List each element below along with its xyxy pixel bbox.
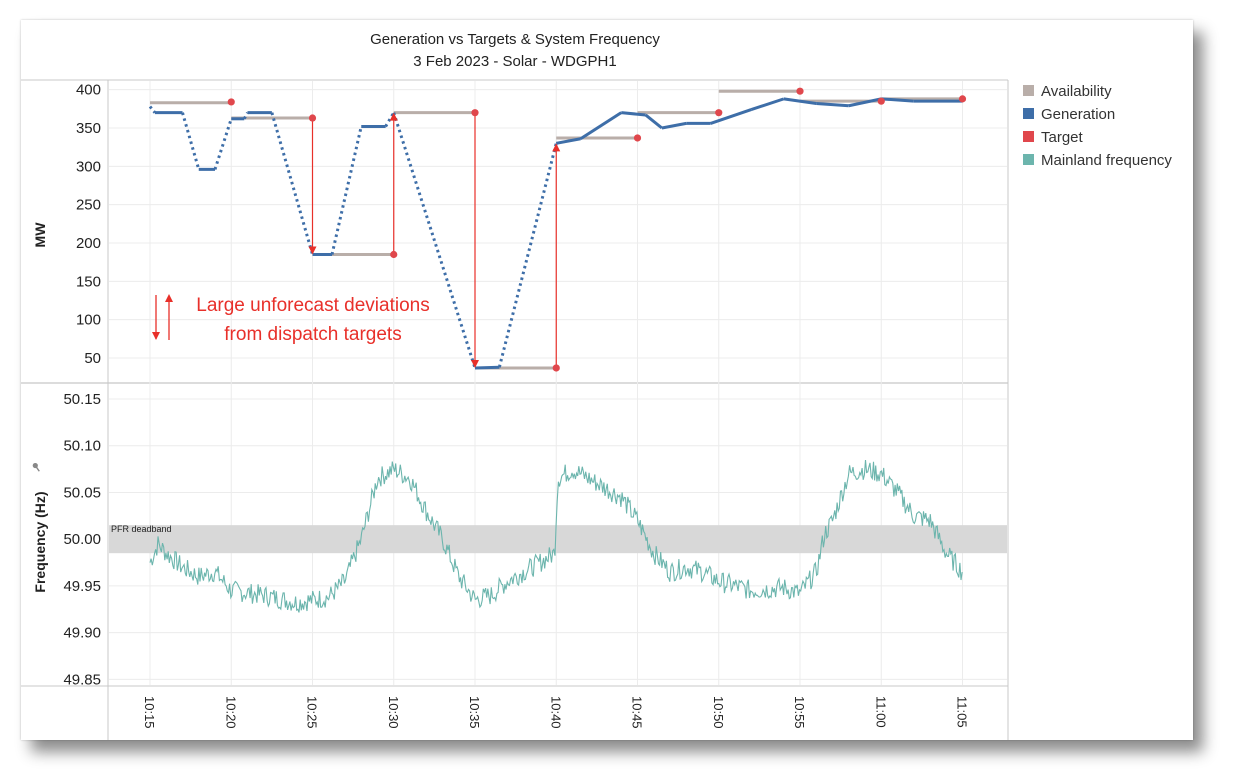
chart-title: Generation vs Targets & System Frequency — [370, 31, 660, 48]
chart-frame: Generation vs Targets & System Frequency… — [21, 20, 1193, 740]
hz-tick-49-95: 49.95 — [63, 578, 101, 595]
deviation-arrow-head-3 — [552, 143, 561, 152]
time-tick-1055: 10:55 — [792, 696, 807, 729]
time-tick-1015: 10:15 — [142, 696, 157, 729]
generation-segment-24 — [783, 97, 817, 105]
mw-tick-200: 200 — [76, 235, 101, 252]
legend-swatch-mainland-frequency — [1023, 154, 1034, 165]
target-point-1 — [308, 114, 317, 122]
legend-item-generation[interactable]: Generation — [1023, 106, 1115, 123]
hz-tick-50-05: 50.05 — [63, 484, 101, 501]
hz-tick-49-85: 49.85 — [63, 671, 101, 688]
generation-segment-17 — [579, 111, 623, 140]
generation-segment-16 — [555, 137, 581, 145]
generation-segment-19 — [644, 113, 663, 130]
deadband-rect — [109, 525, 1007, 554]
frequency-series — [149, 460, 963, 613]
generation-segment-18 — [621, 111, 646, 117]
chart-canvas: Generation vs Targets & System Frequency… — [21, 31, 1172, 740]
time-tick-1045: 10:45 — [630, 696, 645, 729]
legend-label-generation: Generation — [1041, 106, 1115, 123]
deviation-arrow-head-2 — [471, 359, 479, 368]
generation-segment-27 — [881, 97, 914, 103]
time-tick-1100: 11:00 — [873, 696, 888, 728]
legend-item-mainland-frequency[interactable]: Mainland frequency — [1023, 152, 1172, 169]
target-point-7 — [796, 87, 804, 95]
generation-segment-14 — [474, 365, 500, 370]
legend-label-mainland-frequency: Mainland frequency — [1041, 152, 1172, 169]
target-point-5 — [633, 134, 642, 142]
target-point-2 — [390, 250, 398, 259]
legend-label-availability: Availability — [1041, 83, 1112, 100]
generation-segment-25 — [816, 101, 849, 108]
generation-segment-10 — [330, 126, 363, 255]
frequency-line — [149, 460, 963, 613]
legend-item-availability[interactable]: Availability — [1023, 83, 1112, 100]
legend-swatch-target — [1023, 131, 1034, 142]
generation-segment-22 — [710, 108, 752, 125]
mw-tick-400: 400 — [76, 82, 101, 99]
hz-tick-49-90: 49.90 — [63, 625, 101, 642]
target-point-6 — [715, 109, 723, 117]
mw-tick-250: 250 — [76, 197, 101, 214]
generation-segment-8 — [270, 112, 314, 255]
legend-item-target[interactable]: Target — [1023, 129, 1084, 146]
legend-label-target: Target — [1041, 129, 1084, 146]
deviation-arrow-head-1 — [389, 112, 398, 121]
annotation-arrows-icon — [152, 294, 173, 340]
legend-swatch-availability — [1023, 85, 1034, 96]
generation-segment-4 — [213, 118, 233, 170]
hz-tick-50-10: 50.10 — [63, 438, 101, 455]
mw-axis-title: MW — [32, 222, 48, 248]
target-point-8 — [877, 97, 885, 105]
mw-tick-150: 150 — [76, 273, 101, 290]
target-point-4 — [552, 364, 560, 372]
time-tick-1105: 11:05 — [955, 696, 970, 728]
legend-swatch-generation — [1023, 108, 1034, 119]
frequency-axis-title: Frequency (Hz) — [32, 491, 48, 592]
target-point-9 — [958, 95, 967, 103]
generation-segment-20 — [661, 121, 687, 130]
frequency-tick-labels: 49.85 49.90 49.95 50.00 50.05 50.10 50.15 — [63, 391, 101, 688]
annotation-line-2: from dispatch targets — [224, 324, 401, 345]
chart-subtitle: 3 Feb 2023 - Solar - WDGPH1 — [413, 53, 616, 70]
generation-segment-23 — [750, 97, 785, 112]
mw-tick-300: 300 — [76, 158, 101, 175]
legend: Availability Generation Target Mainland … — [1023, 83, 1172, 169]
mw-tick-350: 350 — [76, 120, 101, 137]
mw-tick-labels: 50 100 150 200 250 300 350 400 — [76, 82, 101, 367]
pin-icon[interactable] — [32, 462, 42, 473]
target-series — [227, 87, 967, 372]
generation-segment-26 — [848, 97, 882, 108]
target-point-0 — [227, 98, 235, 106]
generation-series — [148, 97, 963, 370]
hz-tick-50-00: 50.00 — [63, 531, 101, 548]
deadband-label: PFR deadband — [111, 524, 172, 534]
target-point-3 — [471, 109, 479, 117]
hz-tick-50-15: 50.15 — [63, 391, 101, 408]
time-tick-1025: 10:25 — [305, 696, 320, 729]
generation-segment-2 — [181, 112, 201, 170]
time-tick-1020: 10:20 — [223, 696, 238, 729]
mw-tick-50: 50 — [84, 350, 101, 367]
generation-segment-12 — [384, 111, 396, 128]
generation-segment-15 — [497, 142, 558, 368]
time-tick-1035: 10:35 — [467, 696, 482, 729]
time-tick-1050: 10:50 — [711, 696, 726, 729]
mw-tick-100: 100 — [76, 312, 101, 329]
annotation-line-1: Large unforecast deviations — [196, 295, 429, 316]
deviation-arrow-head-0 — [308, 246, 317, 255]
deadband-band — [109, 525, 1007, 554]
generation-segment-6 — [242, 111, 249, 120]
time-tick-1040: 10:40 — [548, 696, 563, 729]
deviation-arrows — [308, 112, 561, 368]
generation-segment-0 — [148, 105, 157, 114]
time-tick-labels: 10:15 10:20 10:25 10:30 10:35 10:40 10:45 10:50… — [142, 696, 970, 729]
time-tick-1030: 10:30 — [386, 696, 401, 729]
generation-segment-13 — [392, 112, 477, 369]
